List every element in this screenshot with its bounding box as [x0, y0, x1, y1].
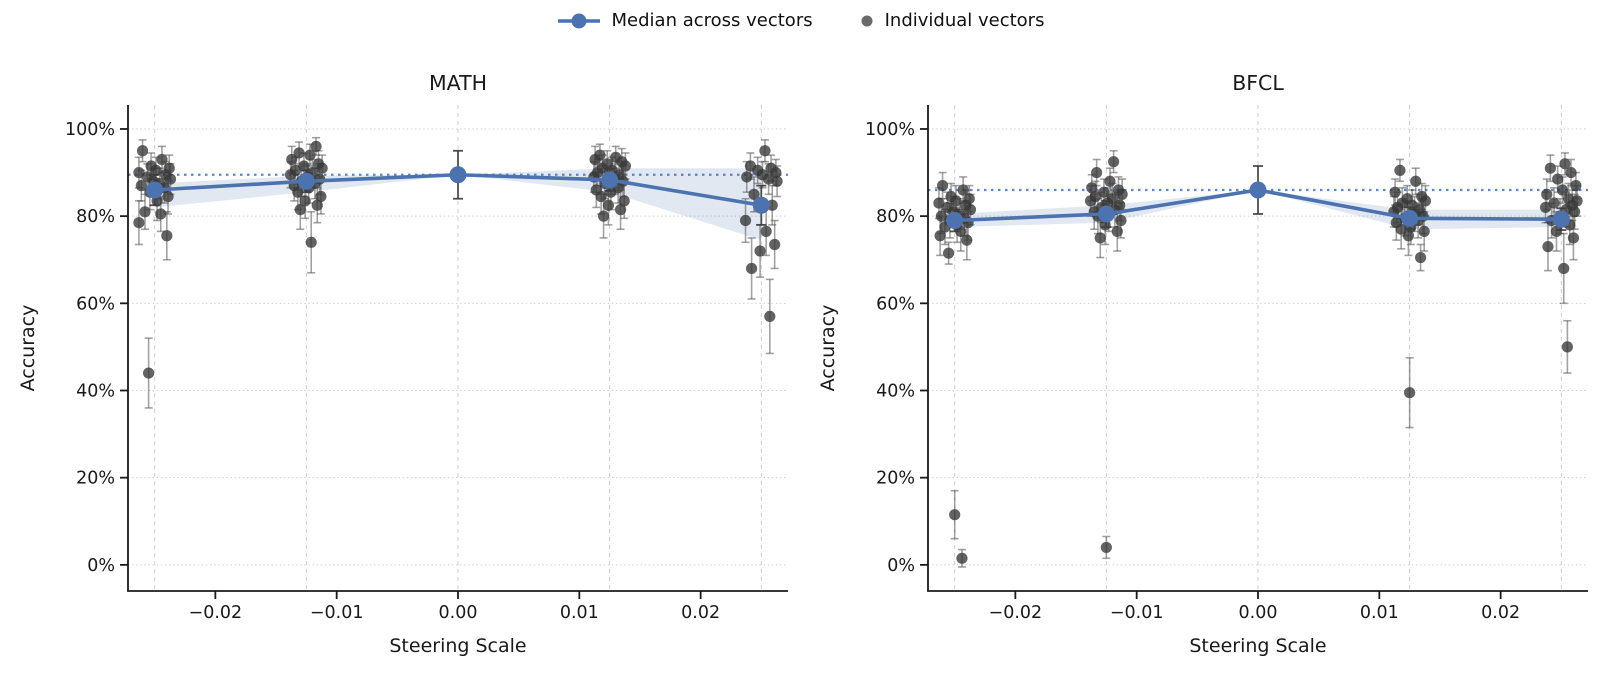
- svg-text:60%: 60%: [76, 294, 115, 314]
- svg-text:0.01: 0.01: [560, 603, 599, 623]
- math-ticks: −0.02 −0.01 0.00 0.01 0.02 0% 20% 40% 60% 80% 100%: [65, 120, 720, 623]
- bfcl-median-dots: [946, 181, 1570, 230]
- svg-text:0%: 0%: [887, 556, 915, 576]
- svg-text:−0.01: −0.01: [310, 603, 364, 623]
- svg-text:−0.02: −0.02: [989, 603, 1043, 623]
- legend-median-label: Median across vectors: [611, 10, 813, 31]
- bfcl-svg: −0.02 −0.01 0.00 0.01 0.02 0% 20% 40% 60% 80% 100%…: [817, 71, 1588, 657]
- svg-text:0%: 0%: [87, 556, 115, 576]
- svg-text:40%: 40%: [76, 381, 115, 401]
- svg-text:40%: 40%: [876, 381, 915, 401]
- legend-item-individual: Individual vectors: [859, 10, 1045, 31]
- svg-text:80%: 80%: [876, 207, 915, 227]
- legend-individual-label: Individual vectors: [884, 10, 1045, 31]
- svg-text:0.02: 0.02: [681, 603, 720, 623]
- median-line-marker-icon: [557, 13, 600, 28]
- math-xlabel: Steering Scale: [389, 635, 526, 657]
- svg-text:0.00: 0.00: [439, 603, 478, 623]
- math-ylabel: Accuracy: [17, 305, 39, 392]
- legend-item-median: Median across vectors: [556, 10, 813, 31]
- bfcl-xlabel: Steering Scale: [1189, 635, 1326, 657]
- svg-text:100%: 100%: [865, 120, 915, 140]
- bfcl-ticks: −0.02 −0.01 0.00 0.01 0.02 0% 20% 40% 60% 80% 100%: [865, 120, 1520, 623]
- bfcl-title: BFCL: [1232, 71, 1284, 95]
- svg-text:80%: 80%: [76, 207, 115, 227]
- panel-math: −0.02 −0.01 0.00 0.01 0.02 0% 20% 40% 60% 80% 100%…: [17, 71, 788, 657]
- bfcl-ylabel: Accuracy: [817, 305, 839, 392]
- svg-text:0.00: 0.00: [1239, 603, 1278, 623]
- svg-text:20%: 20%: [876, 469, 915, 489]
- individual-dot-marker-icon: [861, 15, 873, 26]
- svg-text:20%: 20%: [76, 469, 115, 489]
- math-individual-vectors: [133, 136, 783, 409]
- panel-bfcl: −0.02 −0.01 0.00 0.01 0.02 0% 20% 40% 60% 80% 100%…: [800, 0, 1600, 676]
- svg-text:0.02: 0.02: [1481, 603, 1520, 623]
- svg-text:0.01: 0.01: [1360, 603, 1399, 623]
- svg-text:−0.01: −0.01: [1110, 603, 1164, 623]
- math-title: MATH: [429, 71, 487, 95]
- svg-text:−0.02: −0.02: [189, 603, 243, 623]
- legend: Median across vectors Individual vectors: [0, 10, 1600, 31]
- svg-text:60%: 60%: [876, 294, 915, 314]
- math-svg: −0.02 −0.01 0.00 0.01 0.02 0% 20% 40% 60% 80% 100%…: [17, 71, 788, 657]
- math-median-dots: [146, 166, 770, 214]
- svg-text:100%: 100%: [65, 120, 115, 140]
